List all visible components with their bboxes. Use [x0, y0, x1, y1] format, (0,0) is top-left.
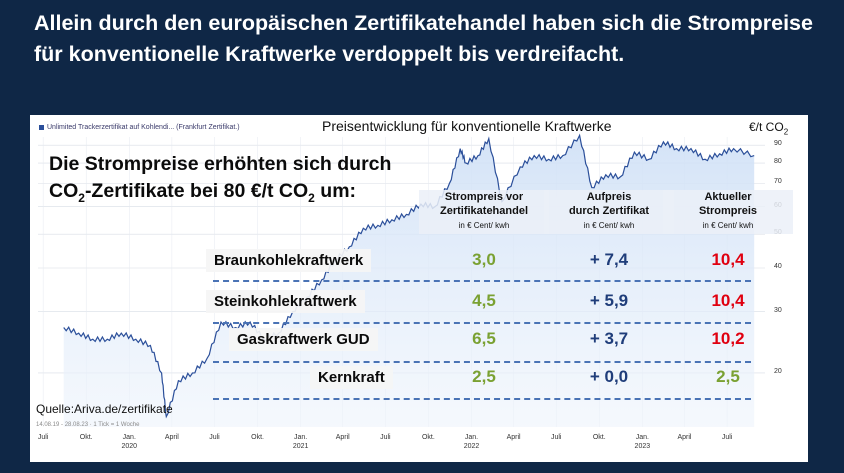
x-tick-label: Juli	[721, 434, 733, 441]
cell-current-kernkraft: 2,5	[716, 367, 740, 386]
cell-current-braunkohle: 10,4	[711, 250, 745, 269]
cell-surcharge-braunkohle: + 7,4	[589, 250, 629, 269]
cell-before-braunkohle: 3,0	[472, 250, 496, 269]
cell-current-gas: 10,2	[711, 329, 745, 348]
headline: Allein durch den europäischen Zertifikat…	[34, 11, 813, 66]
row-divider	[213, 322, 751, 324]
cell-before-steinkohle: 4,5	[472, 291, 496, 310]
cell-surcharge-gas: + 3,7	[589, 329, 629, 348]
row-label-kernkraft: Kernkraft	[310, 366, 393, 389]
y-tick-label: 80	[774, 158, 782, 166]
x-tick-label: Jan. 2020	[121, 434, 138, 450]
y-tick-label: 20	[774, 367, 782, 375]
x-tick-label: Okt.	[79, 434, 93, 441]
y-tick-label: 90	[774, 140, 782, 148]
row-divider	[213, 361, 751, 363]
x-tick-label: April	[335, 434, 350, 441]
cell-surcharge-kernkraft: + 0,0	[589, 367, 629, 386]
column-header-current: Aktueller Strompreis in € Cent/ kwh	[663, 190, 793, 234]
cell-surcharge-steinkohle: + 5,9	[589, 291, 629, 310]
y-tick-label: 30	[774, 306, 782, 314]
row-label-steinkohle: Steinkohlekraftwerk	[206, 290, 365, 313]
row-label-braunkohle: Braunkohlekraftwerk	[206, 249, 372, 272]
subtitle-line2: CO2-Zertifikate bei 80 €/t CO2 um:	[49, 180, 357, 205]
subtitle-line1: Die Strompreise erhöhten sich durch	[49, 153, 392, 175]
chart-footnote: 14.08.19 - 28.08.23 · 1 Tick = 1 Woche	[36, 422, 140, 428]
y-tick-label: 40	[774, 263, 782, 270]
cell-current-steinkohle: 10,4	[711, 291, 745, 310]
cell-before-gas: 6,5	[472, 329, 496, 348]
column-header-before: Strompreis vor Zertifikatehandel in € Cent…	[419, 190, 549, 234]
cell-before-kernkraft: 2,5	[472, 367, 496, 386]
legend-label: Unlimited Trackerzertifikat auf Kohlendi…	[47, 124, 240, 131]
x-tick-label: April	[164, 434, 179, 441]
x-tick-label: Okt.	[251, 434, 264, 441]
table-subtitle: Die Strompreise erhöhten sich durch CO2-…	[49, 151, 391, 212]
row-divider	[213, 280, 751, 282]
row-divider	[213, 398, 751, 400]
x-tick-label: Okt.	[421, 434, 435, 441]
x-tick-label: Jan. 2023	[634, 434, 651, 450]
legend-swatch	[39, 124, 44, 130]
y-unit-label: €/t CO2	[749, 120, 788, 136]
x-tick-label: Juli	[209, 434, 220, 441]
x-tick-label: Jan. 2022	[463, 434, 480, 450]
x-tick-label: Juli	[37, 434, 49, 441]
source-note: Quelle:Ariva.de/zertifikate	[36, 402, 173, 416]
x-tick-label: Juli	[380, 434, 391, 441]
chart-title: Preisentwicklung für konventionelle Kraf…	[322, 118, 612, 134]
series-line	[63, 133, 755, 419]
row-label-gas: Gaskraftwerk GUD	[229, 328, 378, 351]
x-tick-label: April	[506, 434, 521, 441]
x-tick-label: Jan. 2021	[292, 434, 309, 450]
y-tick-label: 70	[774, 178, 782, 186]
y-unit-text: €/t CO2	[749, 120, 789, 137]
column-header-surcharge: Aufpreis durch Zertifikat in € Cent/ kwh	[544, 190, 674, 234]
chart-legend: Unlimited Trackerzertifikat auf Kohlendi…	[39, 124, 240, 131]
chart-panel: Unlimited Trackerzertifikat auf Kohlendi…	[30, 115, 808, 462]
x-tick-label: Juli	[550, 434, 562, 441]
x-tick-label: April	[677, 434, 692, 441]
x-tick-label: Okt.	[592, 434, 606, 441]
